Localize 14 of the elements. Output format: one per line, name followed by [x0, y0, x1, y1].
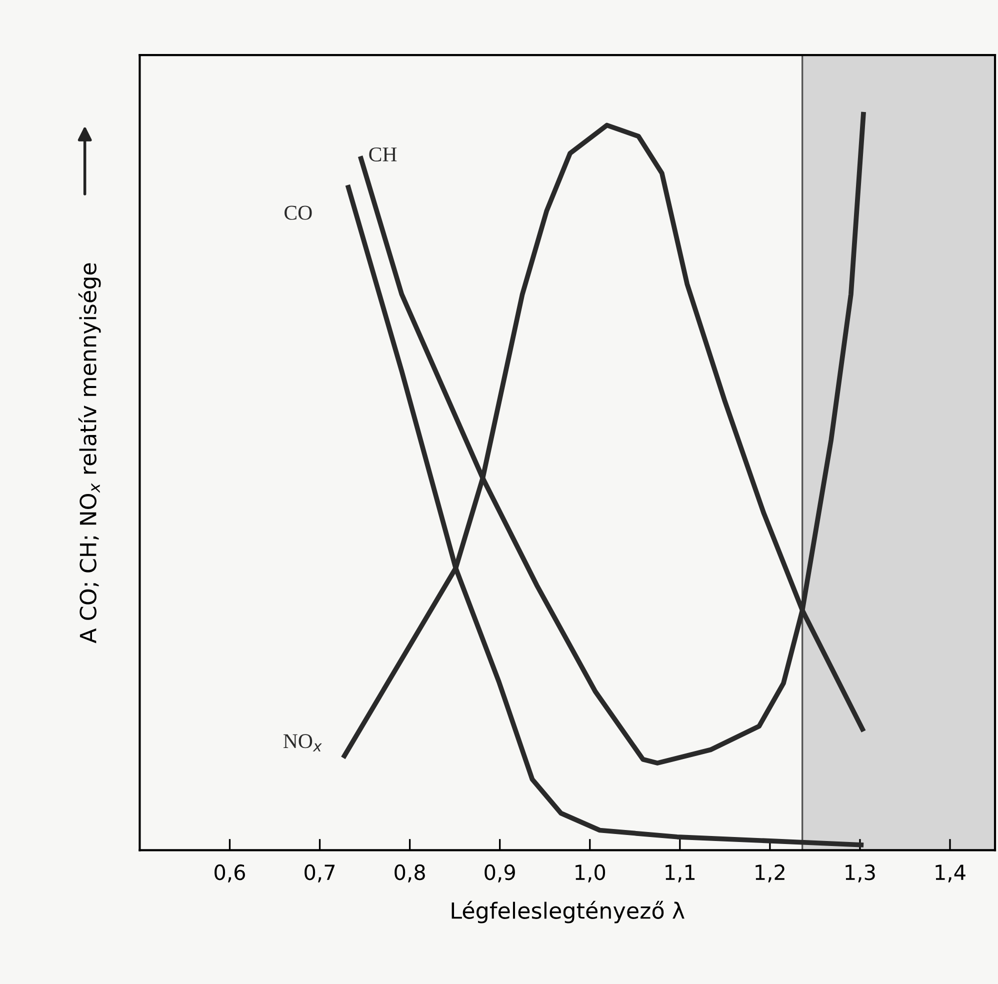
- x-tick-label: 0,8: [394, 864, 425, 882]
- x-tick-label: 0,6: [214, 864, 246, 882]
- x-tick-label: 1,0: [576, 864, 606, 882]
- x-tick-label: 1,3: [846, 864, 875, 882]
- x-tick-label: 1,2: [756, 864, 784, 882]
- x-tick-label: 0,7: [304, 864, 335, 882]
- x-tick-label: 1,4: [936, 864, 966, 882]
- series-label: NO$_{x}$: [283, 734, 322, 752]
- x-tick-label: 1,1: [666, 864, 695, 882]
- series-label: CH: [369, 147, 397, 162]
- x-tick-label: 0,9: [484, 864, 515, 882]
- y-axis-title: A CO; CH; NO$_{x}$ relatív mennyisége: [78, 263, 101, 644]
- series-label: CO: [284, 206, 312, 220]
- x-axis-title: Légfeleslegtényező λ: [452, 900, 684, 924]
